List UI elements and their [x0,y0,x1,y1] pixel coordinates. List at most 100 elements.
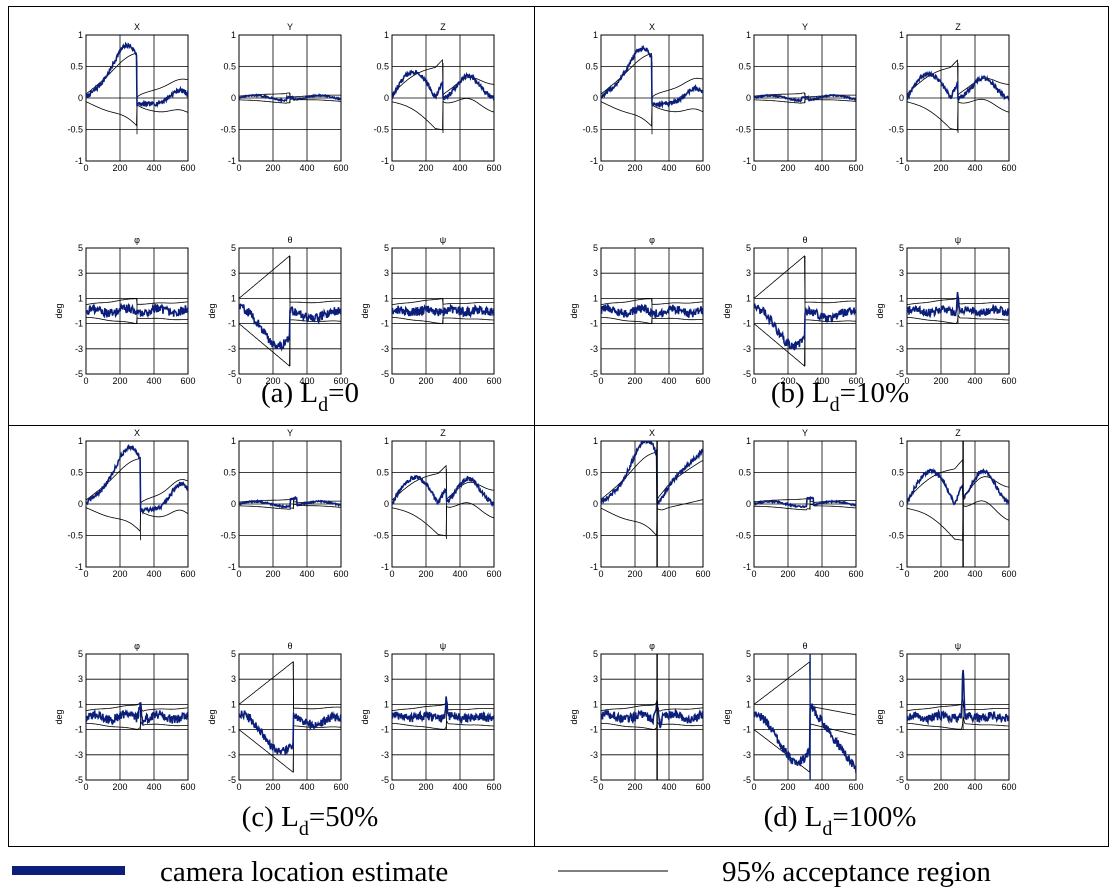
subplot-d-x: 0 200 400 600 1 0.5 0 -0.5 -1 X [582,428,710,579]
y-tick-label: 3 [593,268,598,278]
estimate-line [239,303,341,352]
y-tick-label: -3 [896,344,904,354]
x-tick-label: 0 [598,782,603,792]
x-tick-label: 600 [180,782,195,792]
subplot-title: φ [649,641,655,651]
subplot-title: ψ [955,235,961,245]
y-tick-label: 0.5 [70,62,83,72]
x-tick-label: 400 [967,376,982,386]
estimate-line [392,696,494,725]
y-tick-label: 1 [593,436,598,446]
y-tick-label: -0.5 [888,125,904,135]
y-tick-label: -1 [228,562,236,572]
x-tick-label: 200 [933,163,948,173]
y-axis-label: deg [360,303,370,318]
x-tick-label: 200 [780,569,795,579]
subplot-title: θ [287,641,292,651]
y-axis-label: deg [722,303,732,318]
x-tick-label: 600 [333,782,348,792]
y-tick-label: -0.5 [735,125,751,135]
y-tick-label: 0 [746,499,751,509]
y-tick-label: 0.5 [738,468,751,478]
y-tick-label: 0 [78,93,83,103]
estimate-line [754,302,856,351]
x-tick-label: 400 [452,782,467,792]
y-tick-label: 0.5 [376,62,389,72]
y-tick-label: 0.5 [223,468,236,478]
y-tick-label: 3 [231,268,236,278]
subplot-b-phi: 0 200 400 600 5 3 1 -1 -3 -5 φ deg [569,235,711,386]
estimate-line [754,703,856,774]
y-tick-label: -1 [75,725,83,735]
acceptance-lower-line [86,507,188,533]
y-tick-label: 0.5 [585,468,598,478]
y-tick-label: 3 [78,674,83,684]
acceptance-lower-line [754,504,856,511]
x-tick-label: 400 [299,163,314,173]
y-tick-label: -3 [75,750,83,760]
x-tick-label: 200 [933,569,948,579]
y-tick-label: 3 [384,268,389,278]
estimate-line [392,303,494,319]
x-tick-label: 400 [452,163,467,173]
x-tick-label: 0 [236,569,241,579]
y-tick-label: 0 [593,499,598,509]
estimate-line [907,292,1009,319]
legend-region-label: 95% acceptance region [722,856,991,888]
subplot-d-theta: 0 200 400 600 5 3 1 -1 -3 -5 θ deg [722,641,864,792]
acceptance-lower-line [601,499,703,537]
x-tick-label: 0 [598,376,603,386]
y-tick-label: 5 [593,649,598,659]
x-tick-label: 400 [299,376,314,386]
y-tick-label: 5 [231,649,236,659]
subplot-title: Y [287,22,293,32]
x-tick-label: 400 [967,569,982,579]
subplot-c-theta: 0 200 400 600 5 3 1 -1 -3 -5 θ deg [207,641,349,792]
acceptance-lower-line [239,504,341,510]
x-tick-label: 400 [452,569,467,579]
x-tick-label: 200 [265,569,280,579]
y-tick-label: 1 [78,699,83,709]
subplot-title: θ [287,235,292,245]
subplot-a-phi: 0 200 400 600 5 3 1 -1 -3 -5 φ deg [54,235,196,386]
x-tick-label: 200 [933,376,948,386]
estimate-line [907,669,1009,726]
subplot-b-z: 0 200 400 600 1 0.5 0 -0.5 -1 Z [888,22,1016,173]
y-tick-label: 1 [78,436,83,446]
x-tick-label: 200 [418,163,433,173]
x-tick-label: 600 [695,163,710,173]
estimate-line [601,303,703,319]
y-tick-label: -3 [590,750,598,760]
x-tick-label: 0 [751,782,756,792]
x-tick-label: 600 [486,163,501,173]
x-tick-label: 200 [418,569,433,579]
y-tick-label: -5 [590,775,598,785]
acceptance-lower-line [392,719,494,730]
y-tick-label: -5 [896,369,904,379]
x-tick-label: 0 [389,163,394,173]
y-tick-label: -0.5 [220,125,236,135]
subplot-d-phi: 0 200 400 600 5 3 1 -1 -3 -5 φ deg [569,641,711,792]
y-tick-label: -1 [228,156,236,166]
y-tick-label: -1 [743,156,751,166]
x-tick-label: 0 [389,569,394,579]
acceptance-upper-line [392,464,494,502]
subplot-d-psi: 0 200 400 600 5 3 1 -1 -3 -5 ψ deg [875,641,1017,792]
x-tick-label: 600 [848,569,863,579]
subplot-c-x: 0 200 400 600 1 0.5 0 -0.5 -1 X [67,428,195,579]
y-tick-label: -5 [75,775,83,785]
x-tick-label: 200 [265,376,280,386]
acceptance-upper-line [86,701,188,712]
x-tick-label: 600 [695,569,710,579]
subplot-d-z: 0 200 400 600 1 0.5 0 -0.5 -1 Z [888,428,1016,579]
y-tick-label: -5 [590,369,598,379]
x-tick-label: 400 [661,376,676,386]
y-tick-label: 1 [746,436,751,446]
x-tick-label: 200 [780,376,795,386]
y-tick-label: -3 [75,344,83,354]
y-axis-label: deg [207,303,217,318]
y-tick-label: -3 [743,344,751,354]
y-tick-label: -1 [75,156,83,166]
y-tick-label: -1 [381,319,389,329]
axes-box [238,653,342,781]
